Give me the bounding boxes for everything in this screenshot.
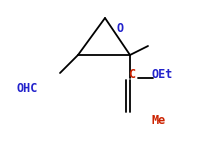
Text: Me: Me (152, 114, 166, 127)
Text: OHC: OHC (17, 82, 38, 94)
Text: C: C (128, 69, 135, 82)
Text: OEt: OEt (152, 69, 173, 82)
Text: O: O (116, 23, 124, 35)
